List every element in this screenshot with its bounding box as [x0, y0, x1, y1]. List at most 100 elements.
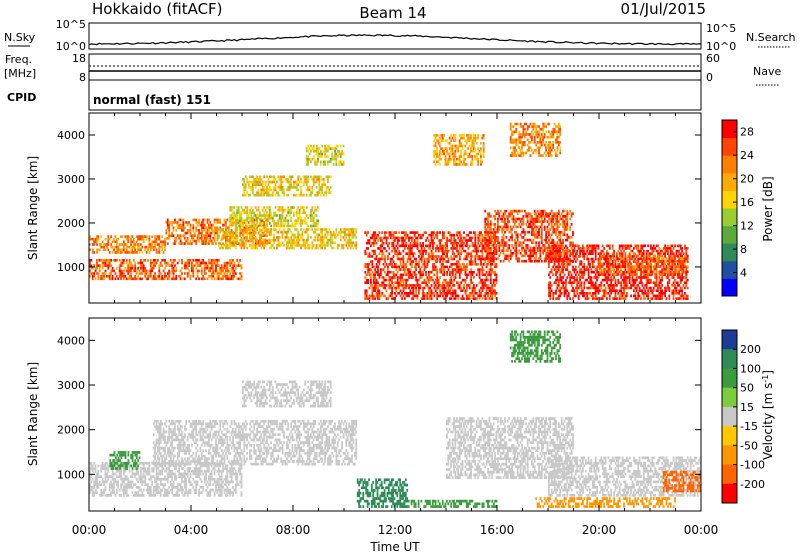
scatter-cell	[152, 248, 155, 252]
scatter-cell	[560, 259, 563, 263]
scatter-cell	[172, 277, 175, 281]
scatter-cell	[539, 252, 542, 255]
scatter-cell	[467, 252, 470, 255]
scatter-cell	[492, 259, 495, 263]
scatter-cell	[243, 178, 246, 181]
scatter-cell	[96, 259, 98, 262]
scatter-cell	[388, 281, 391, 284]
scatter-cell	[134, 277, 137, 281]
scatter-cell	[559, 265, 562, 269]
scatter-cell	[261, 222, 264, 225]
scatter-cell	[387, 273, 389, 277]
scatter-cell	[253, 237, 256, 240]
scatter-cell	[223, 244, 226, 247]
scatter-cell	[138, 237, 141, 241]
scatter-cell	[283, 193, 285, 197]
scatter-cell	[443, 284, 446, 287]
scatter-cell	[226, 218, 229, 222]
scatter-cell	[572, 297, 574, 300]
scatter-cell	[506, 254, 509, 258]
scatter-cell	[436, 286, 439, 290]
scatter-cell	[234, 230, 237, 234]
scatter-cell	[489, 247, 492, 250]
scatter-cell	[557, 128, 560, 131]
beam-title: Beam 14	[359, 4, 426, 22]
scatter-cell	[572, 260, 574, 263]
scatter-cell	[305, 238, 308, 242]
scatter-cell	[215, 259, 217, 262]
scatter-cell	[365, 289, 368, 292]
scatter-cell	[413, 273, 416, 277]
scatter-cell	[443, 292, 446, 295]
scatter-cell	[346, 238, 349, 242]
scatter-cell	[389, 284, 392, 287]
scatter-cell	[457, 268, 460, 271]
scatter-cell	[532, 125, 535, 128]
scatter-cell	[465, 152, 468, 156]
scatter-cell	[389, 231, 392, 234]
scatter-cell	[508, 212, 511, 215]
scatter-cell	[212, 264, 215, 267]
scatter-cell	[484, 278, 487, 282]
scatter-cell	[555, 138, 557, 142]
scatter-cell	[203, 237, 206, 240]
scatter-cell	[540, 259, 543, 263]
scatter-cell	[378, 273, 381, 277]
scatter-cell	[89, 269, 91, 273]
scatter-cell	[291, 175, 294, 179]
scatter-cell	[142, 264, 145, 267]
scatter-cell	[250, 216, 253, 220]
scatter-cell	[203, 261, 206, 265]
scatter-cell	[466, 284, 468, 287]
scatter-cell	[118, 266, 121, 270]
scatter-cell	[314, 224, 317, 228]
scatter-cell	[154, 237, 156, 241]
scatter-cell	[368, 255, 371, 258]
scatter-cell	[196, 261, 199, 265]
scatter-cell	[418, 265, 420, 269]
scatter-cell	[161, 277, 164, 281]
scatter-cell	[307, 224, 309, 228]
scatter-cell	[582, 244, 584, 248]
scatter-cell	[344, 238, 346, 242]
scatter-cell	[189, 229, 192, 232]
scatter-cell	[232, 272, 234, 275]
scatter-cell	[229, 208, 232, 212]
scatter-cell	[297, 244, 300, 247]
scatter-cell	[526, 230, 529, 234]
scatter-cell	[577, 294, 580, 298]
scatter-cell	[487, 241, 489, 245]
scatter-cell	[560, 276, 563, 279]
scatter-cell	[495, 246, 498, 250]
scatter-cell	[454, 294, 457, 298]
scatter-cell	[298, 222, 301, 225]
scatter-cell	[409, 276, 412, 279]
scatter-cell	[172, 272, 175, 275]
scatter-cell	[471, 241, 474, 245]
scatter-cell	[579, 284, 581, 287]
scatter-cell	[94, 269, 97, 273]
scatter-cell	[203, 266, 206, 270]
scatter-cell	[394, 249, 396, 253]
scatter-cell	[556, 276, 559, 279]
scatter-cell	[443, 249, 446, 253]
scatter-cell	[477, 255, 480, 258]
scatter-cell	[213, 221, 216, 224]
scatter-cell	[230, 237, 233, 240]
scatter-cell	[395, 236, 398, 240]
scatter-cell	[212, 237, 215, 240]
scatter-cell	[419, 233, 422, 237]
scatter-cell	[423, 292, 426, 295]
scatter-cell	[327, 238, 329, 242]
scatter-cell	[236, 206, 239, 209]
scatter-cell	[422, 263, 424, 266]
freq-label-line2: [MHz]	[4, 67, 36, 80]
scatter-cell	[533, 130, 536, 134]
scatter-cell	[89, 237, 91, 241]
scatter-cell	[481, 263, 484, 266]
scatter-cell	[342, 246, 345, 250]
scatter-cell	[468, 136, 471, 140]
scatter-cell	[454, 297, 457, 300]
scatter-cell	[576, 249, 579, 253]
scatter-cell	[287, 222, 290, 225]
